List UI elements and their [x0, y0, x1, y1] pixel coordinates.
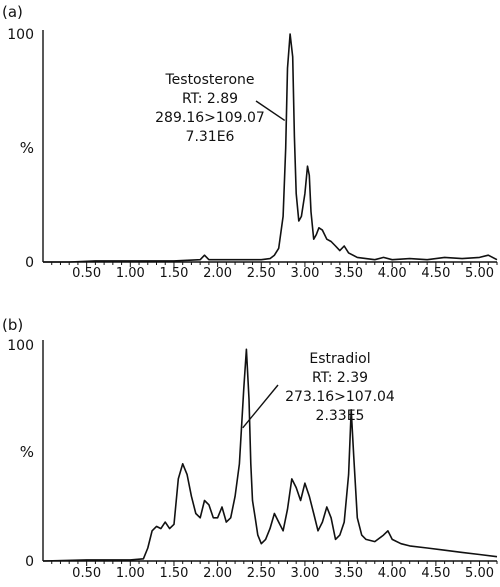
- x-tick-label: 4.50: [421, 566, 450, 581]
- annotation-rt-b: RT: 2.39: [312, 370, 368, 386]
- x-ticks-a: [51, 262, 498, 267]
- y-tick-label-0-a: 0: [25, 255, 34, 271]
- x-tick-label: 1.00: [116, 566, 145, 581]
- x-tick-label: 1.50: [159, 566, 188, 581]
- annotation-transition-b: 273.16>107.04: [285, 389, 395, 405]
- x-ticks-b: [51, 561, 498, 566]
- x-tick-labels-a: 0.50 1.00 1.50 2.00 2.50 3.00 3.50 4.00 4.50 5.00: [72, 266, 494, 281]
- y-tick-label-100-b: 100: [7, 338, 34, 354]
- annotation-rt-a: RT: 2.89: [182, 91, 238, 107]
- x-tick-label: 5.00: [465, 266, 494, 281]
- x-tick-label: 2.00: [203, 266, 232, 281]
- x-tick-label: 1.50: [159, 266, 188, 281]
- y-tick-label-percent-b: %: [20, 443, 34, 461]
- x-tick-label: 2.00: [203, 566, 232, 581]
- x-tick-label: 3.50: [334, 266, 363, 281]
- y-tick-label-0-b: 0: [25, 554, 34, 570]
- x-tick-label: 0.50: [72, 566, 101, 581]
- chart-panel-b: (b) 100 % 0 0.50 1.00 1.50 2.00 2.50 3.00 3.50…: [2, 316, 498, 581]
- chromatogram-trace-a: [43, 33, 498, 263]
- x-tick-label: 2.50: [247, 566, 276, 581]
- x-tick-label: 0.50: [72, 266, 101, 281]
- chromatogram-trace-b: [42, 348, 498, 562]
- x-tick-label: 5.00: [465, 566, 494, 581]
- x-tick-label: 2.50: [247, 266, 276, 281]
- annotation-transition-a: 289.16>109.07: [155, 110, 265, 126]
- x-tick-label: 4.50: [421, 266, 450, 281]
- panel-label-a: (a): [2, 3, 23, 21]
- x-tick-label: 4.00: [378, 266, 407, 281]
- annotation-intensity-b: 2.33E5: [316, 408, 365, 424]
- y-tick-label-percent-a: %: [20, 139, 34, 157]
- x-tick-label: 4.00: [378, 566, 407, 581]
- annotation-leader-a: [255, 100, 286, 121]
- y-tick-label-100-a: 100: [7, 27, 34, 43]
- x-tick-label: 3.00: [290, 266, 319, 281]
- annotation-intensity-a: 7.31E6: [186, 129, 235, 145]
- chart-panel-a: (a) 100 % 0 0.50 1.00 1.50 2.00 2.50 3.00 3.50…: [2, 3, 498, 281]
- x-tick-labels-b: 0.50 1.00 1.50 2.00 2.50 3.00 3.50 4.00 4.50 5.00: [72, 566, 494, 581]
- x-tick-label: 3.00: [290, 566, 319, 581]
- x-tick-label: 3.50: [334, 566, 363, 581]
- annotation-leader-b: [242, 384, 279, 429]
- annotation-compound-b: Estradiol: [309, 351, 370, 367]
- panel-label-b: (b): [2, 316, 23, 334]
- x-tick-label: 1.00: [116, 266, 145, 281]
- annotation-compound-a: Testosterone: [164, 72, 254, 88]
